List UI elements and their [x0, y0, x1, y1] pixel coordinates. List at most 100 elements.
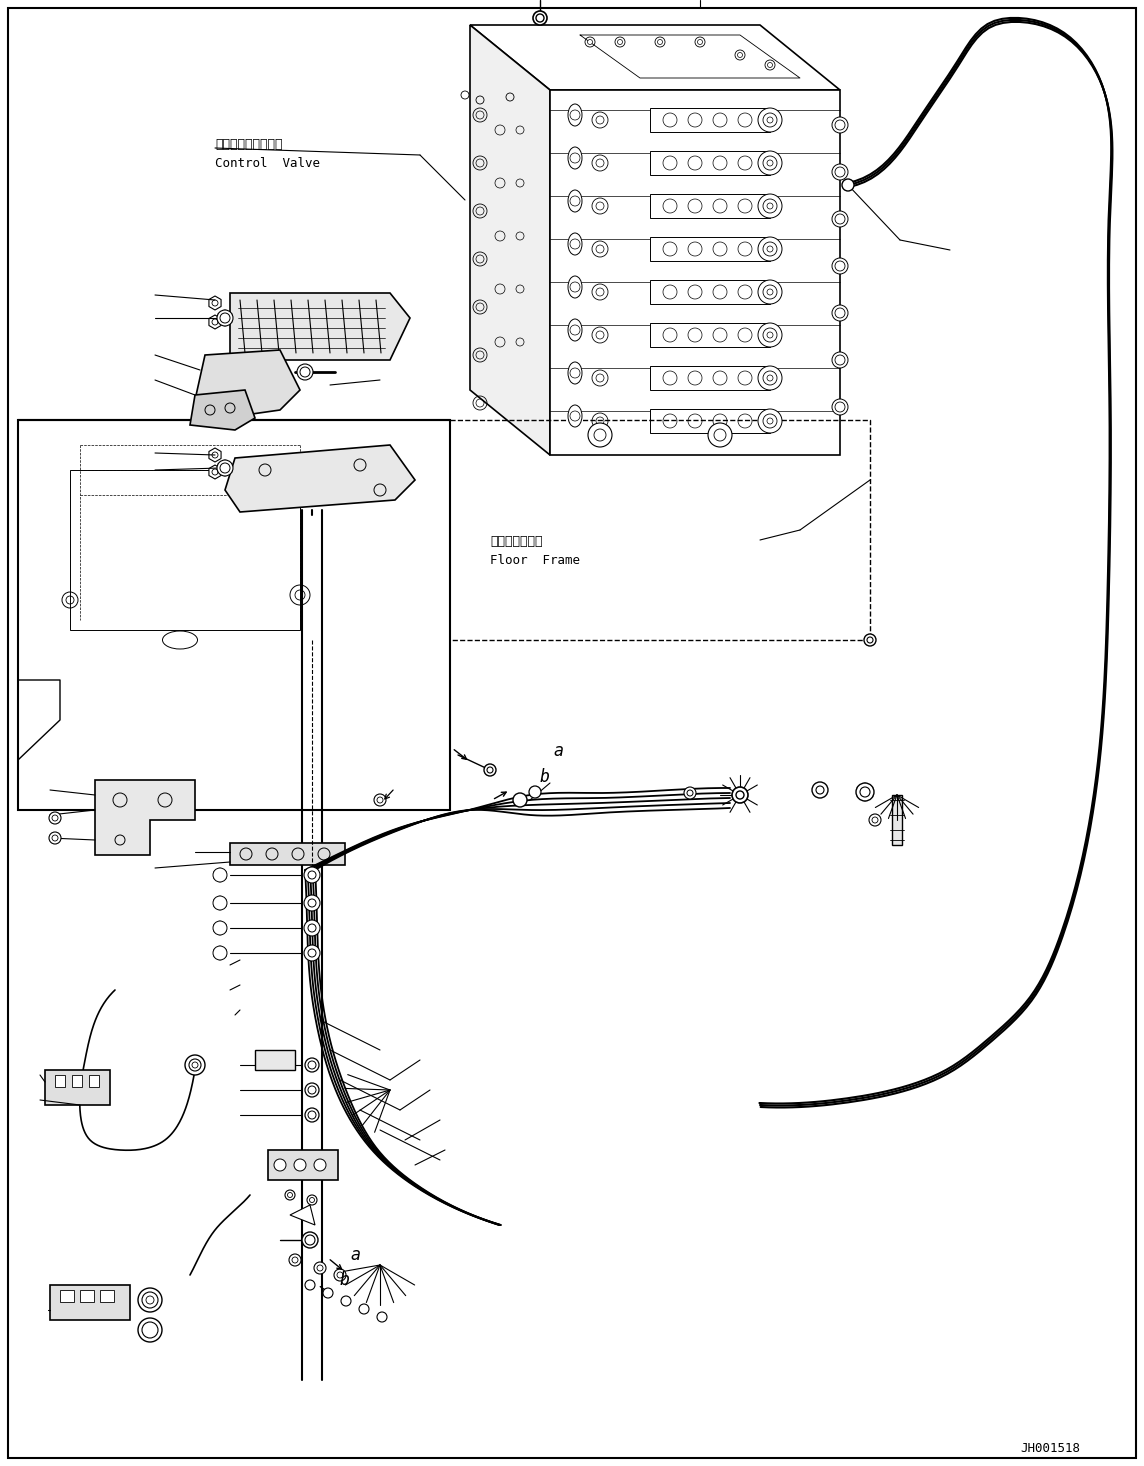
Circle shape: [304, 946, 320, 962]
Circle shape: [323, 1289, 333, 1297]
Circle shape: [359, 1303, 370, 1314]
Circle shape: [294, 1160, 305, 1171]
Ellipse shape: [569, 233, 582, 255]
Polygon shape: [18, 419, 450, 811]
Polygon shape: [190, 390, 255, 430]
Ellipse shape: [162, 630, 198, 649]
Circle shape: [588, 40, 593, 44]
Bar: [650, 151, 770, 174]
Polygon shape: [225, 446, 415, 512]
Circle shape: [529, 786, 541, 798]
Circle shape: [766, 375, 773, 381]
Text: JH001518: JH001518: [1020, 1443, 1080, 1454]
Circle shape: [313, 1160, 326, 1171]
Circle shape: [758, 366, 782, 390]
Circle shape: [305, 1083, 319, 1097]
Circle shape: [213, 868, 227, 883]
Circle shape: [812, 781, 828, 798]
Circle shape: [192, 1061, 198, 1069]
Circle shape: [708, 424, 732, 447]
Polygon shape: [470, 25, 840, 89]
Ellipse shape: [569, 191, 582, 213]
Bar: [650, 108, 770, 132]
Bar: [59, 1290, 74, 1302]
Polygon shape: [289, 1205, 315, 1226]
Circle shape: [275, 1160, 286, 1171]
Circle shape: [305, 1058, 319, 1072]
Circle shape: [513, 793, 527, 806]
Polygon shape: [470, 25, 550, 454]
Circle shape: [766, 289, 773, 295]
Text: b: b: [340, 1271, 350, 1289]
Circle shape: [285, 1190, 295, 1201]
Circle shape: [758, 194, 782, 218]
Circle shape: [213, 896, 227, 910]
Text: コントロールバルブ: コントロールバルブ: [215, 138, 283, 151]
Circle shape: [484, 764, 496, 776]
Circle shape: [341, 1296, 351, 1306]
Circle shape: [732, 787, 748, 803]
Circle shape: [304, 896, 320, 910]
Circle shape: [378, 1312, 387, 1322]
Bar: [650, 366, 770, 390]
Circle shape: [217, 460, 233, 476]
Circle shape: [304, 921, 320, 935]
Text: a: a: [553, 742, 563, 759]
Circle shape: [758, 108, 782, 132]
Circle shape: [768, 63, 772, 67]
Circle shape: [832, 164, 848, 180]
Circle shape: [213, 921, 227, 935]
Ellipse shape: [569, 104, 582, 126]
Circle shape: [49, 812, 61, 824]
Bar: [45, 1070, 110, 1105]
Polygon shape: [209, 449, 221, 462]
Circle shape: [766, 418, 773, 424]
Bar: [268, 1149, 337, 1180]
Circle shape: [766, 160, 773, 166]
Ellipse shape: [569, 405, 582, 427]
Circle shape: [869, 814, 881, 825]
Circle shape: [832, 399, 848, 415]
Ellipse shape: [569, 276, 582, 298]
Circle shape: [766, 331, 773, 339]
Circle shape: [758, 151, 782, 174]
Text: Floor  Frame: Floor Frame: [490, 554, 580, 567]
Polygon shape: [194, 350, 300, 419]
Bar: [80, 1290, 94, 1302]
Circle shape: [856, 783, 874, 800]
Polygon shape: [230, 293, 410, 361]
Circle shape: [305, 1280, 315, 1290]
Bar: [72, 1075, 82, 1086]
Circle shape: [302, 1231, 318, 1248]
Ellipse shape: [569, 147, 582, 169]
Bar: [230, 843, 345, 865]
Bar: [650, 237, 770, 261]
Circle shape: [658, 40, 662, 44]
Circle shape: [864, 633, 876, 647]
Circle shape: [832, 258, 848, 274]
Circle shape: [533, 12, 547, 25]
Circle shape: [307, 1195, 317, 1205]
Text: a: a: [350, 1246, 360, 1264]
Circle shape: [213, 946, 227, 960]
Circle shape: [758, 409, 782, 432]
Circle shape: [698, 40, 702, 44]
Circle shape: [766, 246, 773, 252]
Bar: [650, 194, 770, 218]
Polygon shape: [209, 296, 221, 309]
Circle shape: [842, 179, 855, 191]
Circle shape: [588, 424, 612, 447]
Circle shape: [289, 1253, 301, 1267]
Bar: [650, 409, 770, 432]
Bar: [70, 471, 300, 630]
Polygon shape: [209, 465, 221, 479]
Polygon shape: [550, 89, 840, 454]
Text: フロアフレーム: フロアフレーム: [490, 535, 542, 548]
Circle shape: [49, 833, 61, 844]
Circle shape: [374, 795, 386, 806]
Bar: [89, 1075, 100, 1086]
Circle shape: [304, 866, 320, 883]
Text: b: b: [540, 768, 550, 786]
Circle shape: [138, 1318, 162, 1341]
Circle shape: [684, 787, 696, 799]
